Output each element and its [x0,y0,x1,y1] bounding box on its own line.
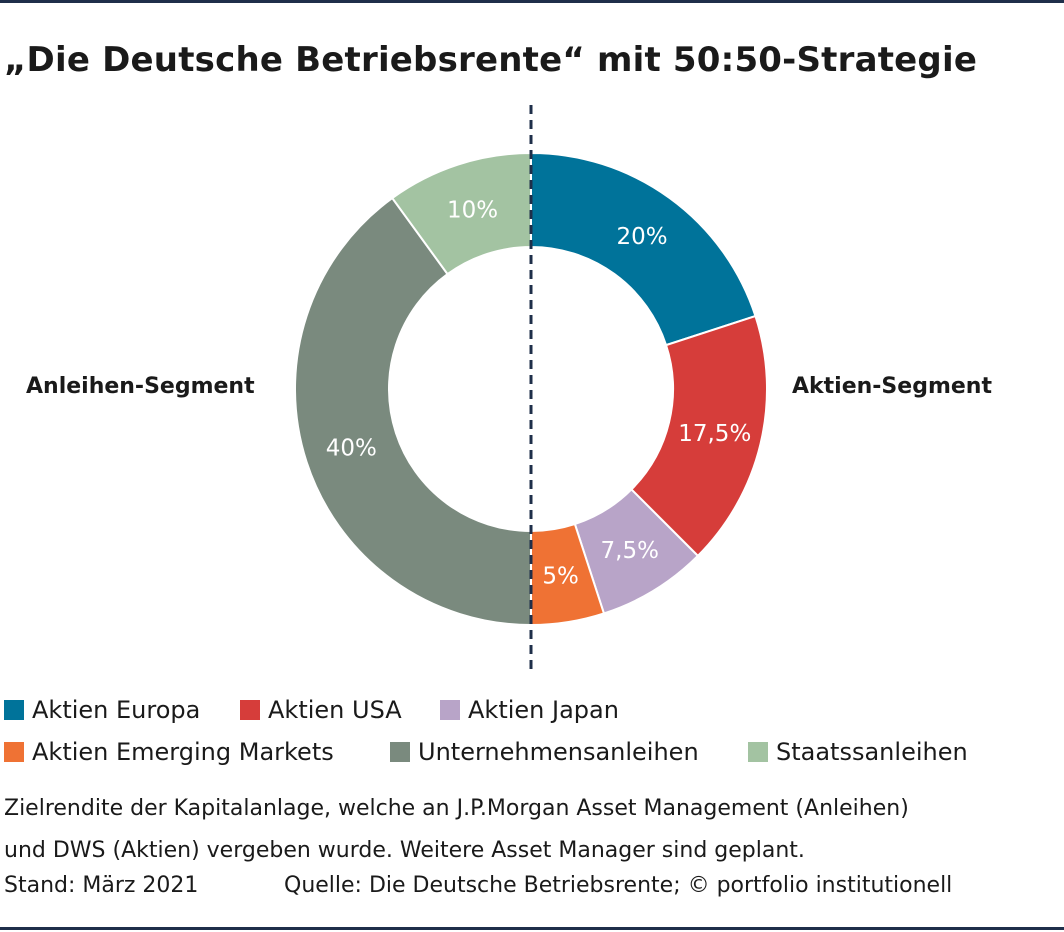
legend-label: Staatssanleihen [776,738,968,766]
legend-label: Aktien Emerging Markets [32,738,334,766]
top-rule [0,0,1064,3]
legend-label: Aktien USA [268,696,402,724]
slice-label: 10% [447,197,498,223]
donut-slice [629,314,768,558]
stand-date: Stand: März 2021 [4,873,199,898]
slice-label: 5% [542,564,579,590]
donut-slice [530,151,757,347]
legend-swatch [390,742,410,762]
note-line-2: und DWS (Aktien) vergeben wurde. Weitere… [4,838,805,863]
chart-title: „Die Deutsche Betriebsrente“ mit 50:50-S… [4,40,978,80]
slice-label: 40% [326,435,377,461]
donut-slice [294,196,532,627]
segment-label-equities: Aktien-Segment [792,374,992,399]
bottom-rule [0,927,1064,930]
note-line-1: Zielrendite der Kapitalanlage, welche an… [4,796,909,821]
donut-chart: 20% 17,5% 7,5% 5% 40% 10% [294,105,768,673]
legend: Aktien Europa Aktien USA Aktien Japan Aktie… [0,696,1064,776]
legend-swatch [240,700,260,720]
slice-label: 7,5% [601,538,659,564]
legend-swatch [4,700,24,720]
legend-label: Unternehmensanleihen [418,738,699,766]
legend-item: Staatssanleihen [748,738,968,766]
legend-label: Aktien Europa [32,696,201,724]
slice-label: 17,5% [678,421,751,447]
legend-item: Unternehmensanleihen [390,738,699,766]
slice-label: 20% [617,224,668,250]
legend-item: Aktien Japan [440,696,619,724]
legend-label: Aktien Japan [468,696,619,724]
segment-label-bonds: Anleihen-Segment [26,374,255,399]
legend-item: Aktien Emerging Markets [4,738,334,766]
legend-swatch [4,742,24,762]
legend-swatch [748,742,768,762]
legend-swatch [440,700,460,720]
legend-item: Aktien USA [240,696,402,724]
legend-item: Aktien Europa [4,696,200,724]
source-credit: Quelle: Die Deutsche Betriebsrente; © po… [284,873,953,898]
